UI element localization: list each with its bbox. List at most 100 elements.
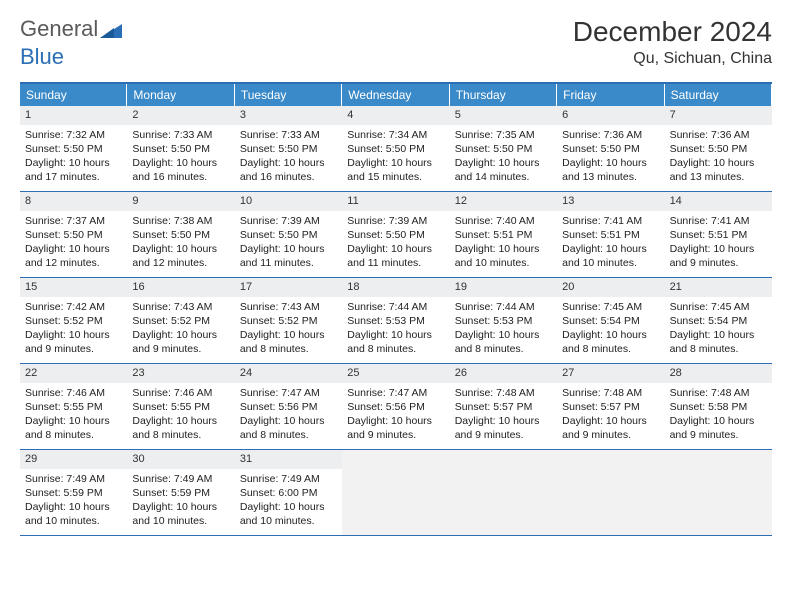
day-daylight1: Daylight: 10 hours — [562, 328, 659, 342]
day-daylight2: and 9 minutes. — [670, 428, 767, 442]
day-number: 16 — [127, 278, 234, 297]
day-daylight1: Daylight: 10 hours — [347, 156, 444, 170]
day-sunrise: Sunrise: 7:49 AM — [240, 472, 337, 486]
day-details: Sunrise: 7:41 AMSunset: 5:51 PMDaylight:… — [665, 211, 772, 276]
day-daylight2: and 11 minutes. — [347, 256, 444, 270]
day-daylight2: and 9 minutes. — [132, 342, 229, 356]
day-details: Sunrise: 7:36 AMSunset: 5:50 PMDaylight:… — [665, 125, 772, 190]
day-details: Sunrise: 7:46 AMSunset: 5:55 PMDaylight:… — [20, 383, 127, 448]
day-sunset: Sunset: 5:55 PM — [132, 400, 229, 414]
calendar-day-cell: 18Sunrise: 7:44 AMSunset: 5:53 PMDayligh… — [342, 278, 449, 364]
day-daylight1: Daylight: 10 hours — [670, 414, 767, 428]
day-daylight2: and 9 minutes. — [25, 342, 122, 356]
day-daylight2: and 11 minutes. — [240, 256, 337, 270]
day-sunset: Sunset: 5:50 PM — [347, 228, 444, 242]
day-daylight1: Daylight: 10 hours — [670, 242, 767, 256]
day-daylight1: Daylight: 10 hours — [132, 328, 229, 342]
day-daylight2: and 10 minutes. — [455, 256, 552, 270]
calendar-day-cell: 24Sunrise: 7:47 AMSunset: 5:56 PMDayligh… — [235, 364, 342, 450]
day-number: 2 — [127, 106, 234, 125]
day-number: 19 — [450, 278, 557, 297]
day-sunset: Sunset: 5:52 PM — [25, 314, 122, 328]
calendar-day-cell: 27Sunrise: 7:48 AMSunset: 5:57 PMDayligh… — [557, 364, 664, 450]
day-number: 21 — [665, 278, 772, 297]
calendar-day-cell: 8Sunrise: 7:37 AMSunset: 5:50 PMDaylight… — [20, 192, 127, 278]
calendar-day-cell: 16Sunrise: 7:43 AMSunset: 5:52 PMDayligh… — [127, 278, 234, 364]
day-daylight2: and 16 minutes. — [132, 170, 229, 184]
day-details: Sunrise: 7:49 AMSunset: 5:59 PMDaylight:… — [20, 469, 127, 534]
calendar-empty-cell — [450, 450, 557, 536]
day-daylight1: Daylight: 10 hours — [347, 242, 444, 256]
day-sunset: Sunset: 5:50 PM — [562, 142, 659, 156]
day-sunrise: Sunrise: 7:46 AM — [25, 386, 122, 400]
day-sunrise: Sunrise: 7:48 AM — [455, 386, 552, 400]
day-sunset: Sunset: 5:55 PM — [25, 400, 122, 414]
day-sunrise: Sunrise: 7:39 AM — [240, 214, 337, 228]
calendar-day-cell: 21Sunrise: 7:45 AMSunset: 5:54 PMDayligh… — [665, 278, 772, 364]
weekday-header: Thursday — [450, 84, 557, 106]
day-sunset: Sunset: 5:53 PM — [455, 314, 552, 328]
day-daylight2: and 8 minutes. — [132, 428, 229, 442]
day-details: Sunrise: 7:45 AMSunset: 5:54 PMDaylight:… — [665, 297, 772, 362]
calendar-day-cell: 20Sunrise: 7:45 AMSunset: 5:54 PMDayligh… — [557, 278, 664, 364]
calendar-day-cell: 22Sunrise: 7:46 AMSunset: 5:55 PMDayligh… — [20, 364, 127, 450]
weekday-header: Wednesday — [342, 84, 449, 106]
day-sunrise: Sunrise: 7:35 AM — [455, 128, 552, 142]
day-number: 31 — [235, 450, 342, 469]
day-daylight2: and 10 minutes. — [562, 256, 659, 270]
day-number: 24 — [235, 364, 342, 383]
day-daylight1: Daylight: 10 hours — [455, 328, 552, 342]
day-sunrise: Sunrise: 7:40 AM — [455, 214, 552, 228]
day-daylight2: and 13 minutes. — [670, 170, 767, 184]
day-daylight2: and 9 minutes. — [670, 256, 767, 270]
calendar-day-cell: 3Sunrise: 7:33 AMSunset: 5:50 PMDaylight… — [235, 106, 342, 192]
day-details: Sunrise: 7:37 AMSunset: 5:50 PMDaylight:… — [20, 211, 127, 276]
day-details: Sunrise: 7:38 AMSunset: 5:50 PMDaylight:… — [127, 211, 234, 276]
calendar-day-cell: 1Sunrise: 7:32 AMSunset: 5:50 PMDaylight… — [20, 106, 127, 192]
day-sunrise: Sunrise: 7:48 AM — [670, 386, 767, 400]
day-daylight1: Daylight: 10 hours — [455, 156, 552, 170]
day-daylight2: and 8 minutes. — [240, 428, 337, 442]
day-details: Sunrise: 7:47 AMSunset: 5:56 PMDaylight:… — [342, 383, 449, 448]
day-number: 17 — [235, 278, 342, 297]
day-number: 10 — [235, 192, 342, 211]
day-sunrise: Sunrise: 7:43 AM — [240, 300, 337, 314]
weekday-header: Friday — [557, 84, 664, 106]
day-sunset: Sunset: 5:50 PM — [670, 142, 767, 156]
day-sunset: Sunset: 5:50 PM — [240, 228, 337, 242]
day-sunset: Sunset: 5:54 PM — [670, 314, 767, 328]
calendar-empty-cell — [342, 450, 449, 536]
day-number: 3 — [235, 106, 342, 125]
day-sunrise: Sunrise: 7:46 AM — [132, 386, 229, 400]
day-sunset: Sunset: 5:50 PM — [132, 142, 229, 156]
day-daylight1: Daylight: 10 hours — [670, 156, 767, 170]
day-details: Sunrise: 7:34 AMSunset: 5:50 PMDaylight:… — [342, 125, 449, 190]
day-number: 23 — [127, 364, 234, 383]
day-daylight1: Daylight: 10 hours — [562, 414, 659, 428]
day-number: 30 — [127, 450, 234, 469]
day-daylight1: Daylight: 10 hours — [347, 414, 444, 428]
day-sunset: Sunset: 5:58 PM — [670, 400, 767, 414]
day-details: Sunrise: 7:47 AMSunset: 5:56 PMDaylight:… — [235, 383, 342, 448]
day-number: 22 — [20, 364, 127, 383]
day-details: Sunrise: 7:40 AMSunset: 5:51 PMDaylight:… — [450, 211, 557, 276]
day-sunrise: Sunrise: 7:45 AM — [562, 300, 659, 314]
day-daylight1: Daylight: 10 hours — [240, 156, 337, 170]
day-number: 13 — [557, 192, 664, 211]
day-sunrise: Sunrise: 7:41 AM — [670, 214, 767, 228]
day-sunrise: Sunrise: 7:32 AM — [25, 128, 122, 142]
day-details: Sunrise: 7:43 AMSunset: 5:52 PMDaylight:… — [127, 297, 234, 362]
day-daylight1: Daylight: 10 hours — [132, 414, 229, 428]
day-sunrise: Sunrise: 7:41 AM — [562, 214, 659, 228]
day-daylight2: and 9 minutes. — [562, 428, 659, 442]
day-details: Sunrise: 7:35 AMSunset: 5:50 PMDaylight:… — [450, 125, 557, 190]
day-sunset: Sunset: 5:56 PM — [240, 400, 337, 414]
calendar-empty-cell — [665, 450, 772, 536]
calendar-empty-cell — [557, 450, 664, 536]
day-sunrise: Sunrise: 7:45 AM — [670, 300, 767, 314]
day-daylight1: Daylight: 10 hours — [132, 242, 229, 256]
calendar-day-cell: 26Sunrise: 7:48 AMSunset: 5:57 PMDayligh… — [450, 364, 557, 450]
day-sunset: Sunset: 5:51 PM — [670, 228, 767, 242]
day-daylight1: Daylight: 10 hours — [562, 242, 659, 256]
day-sunset: Sunset: 5:50 PM — [240, 142, 337, 156]
